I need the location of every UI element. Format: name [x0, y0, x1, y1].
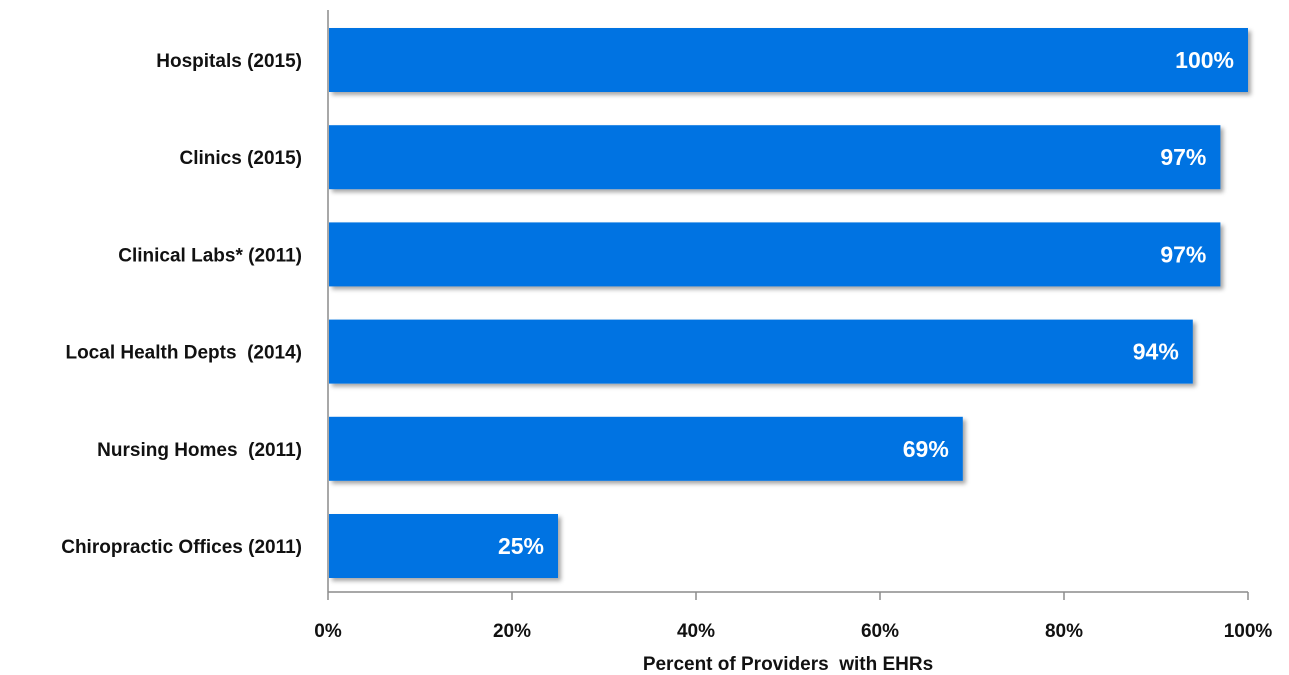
data-labels: 100% 97% 97% 94% 69% 25%: [498, 47, 1234, 559]
category-label-3: Local Health Depts (2014): [65, 343, 302, 364]
data-label-4: 69%: [903, 436, 949, 462]
x-axis-ticks: 0% 20% 40% 60% 80% 100%: [314, 592, 1272, 642]
x-tick-label-3: 60%: [861, 621, 899, 642]
category-label-0: Hospitals (2015): [156, 51, 302, 72]
bar-5: [329, 514, 558, 578]
category-label-4: Nursing Homes (2011): [97, 440, 302, 461]
data-label-3: 94%: [1133, 339, 1179, 365]
x-tick-label-4: 80%: [1045, 621, 1083, 642]
x-tick-label-5: 100%: [1224, 621, 1273, 642]
x-tick-label-0: 0%: [314, 621, 342, 642]
x-axis-title: Percent of Providers with EHRs: [643, 654, 933, 675]
bar-0: [329, 28, 1248, 92]
bar-2: [329, 222, 1221, 287]
category-label-1: Clinics (2015): [180, 148, 303, 169]
bar-4: [329, 416, 963, 481]
data-label-0: 100%: [1175, 47, 1234, 73]
x-tick-label-1: 20%: [493, 621, 531, 642]
bar-3: [329, 319, 1193, 384]
category-label-5: Chiropractic Offices (2011): [61, 537, 302, 558]
category-labels: Hospitals (2015) Clinics (2015) Clinical L…: [61, 51, 302, 558]
data-label-1: 97%: [1160, 144, 1206, 170]
category-label-2: Clinical Labs* (2011): [118, 245, 302, 266]
x-tick-label-2: 40%: [677, 621, 715, 642]
bars: [329, 28, 1248, 578]
data-label-2: 97%: [1160, 241, 1206, 267]
bar-1: [329, 125, 1221, 190]
data-label-5: 25%: [498, 533, 544, 559]
